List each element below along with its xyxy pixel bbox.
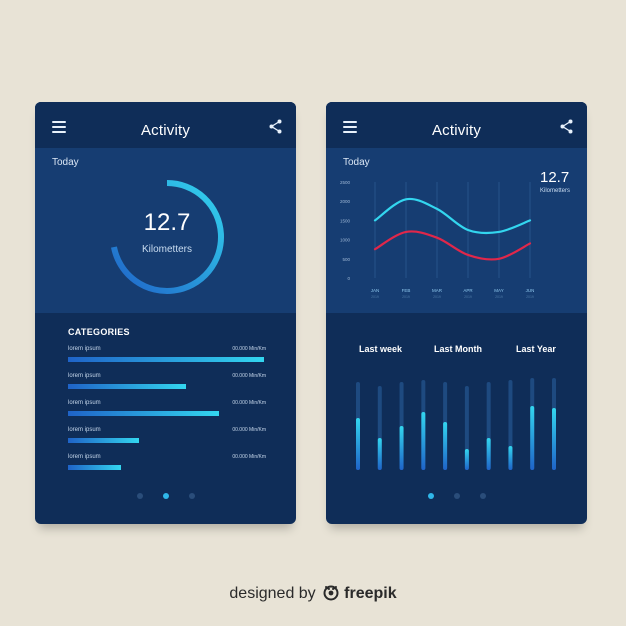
tab-last-month[interactable]: Last Month bbox=[434, 344, 482, 354]
page-dot[interactable] bbox=[136, 493, 143, 499]
activity-bar-chart bbox=[356, 378, 556, 470]
bar-fill bbox=[356, 418, 360, 470]
distance-value: 12.7 bbox=[143, 209, 191, 236]
distance-line-chart: 2500 2000 1500 1000 500 0 JAN 2019 FEB 2019 MAR 201… bbox=[340, 180, 535, 299]
tab-last-week[interactable]: Last week bbox=[359, 344, 403, 354]
category-track bbox=[68, 357, 264, 362]
y-tick-label: 1000 bbox=[340, 238, 350, 243]
bar-fill bbox=[508, 446, 513, 470]
distance-value: 12.7 bbox=[540, 169, 570, 186]
category-row[interactable]: lorem ipsum 00.000 Min/Km bbox=[68, 454, 266, 478]
y-tick-label: 500 bbox=[342, 257, 350, 262]
distance-progress-ring bbox=[111, 180, 224, 294]
category-track bbox=[68, 384, 264, 389]
page-dot[interactable] bbox=[188, 493, 195, 499]
x-tick-label: FEB bbox=[402, 288, 411, 293]
category-value: 00.000 Min/Km bbox=[232, 427, 266, 433]
page-dot[interactable] bbox=[479, 493, 486, 499]
category-value: 00.000 Min/Km bbox=[232, 454, 266, 460]
x-tick-sublabel: 2019 bbox=[495, 295, 503, 299]
page-title: Activity bbox=[431, 122, 482, 139]
x-tick-label: JUN bbox=[526, 288, 535, 293]
bar-fill bbox=[421, 412, 426, 470]
category-bar bbox=[68, 465, 121, 470]
series-line-blue bbox=[373, 197, 532, 235]
page-dot[interactable] bbox=[453, 493, 460, 499]
bar-fill bbox=[443, 422, 448, 470]
category-label: lorem ipsum bbox=[68, 373, 101, 379]
bar-fill bbox=[486, 438, 491, 470]
x-tick-label: APR bbox=[463, 288, 473, 293]
page-indicator bbox=[35, 493, 296, 501]
bar-fill bbox=[530, 406, 535, 470]
page-dot-active[interactable] bbox=[427, 493, 434, 499]
y-tick-label: 2000 bbox=[340, 199, 350, 204]
share-icon[interactable] bbox=[560, 119, 573, 134]
app-header: Activity bbox=[326, 102, 587, 148]
x-tick-sublabel: 2019 bbox=[464, 295, 472, 299]
category-track bbox=[68, 438, 264, 443]
share-icon[interactable] bbox=[269, 119, 282, 134]
app-header: Activity bbox=[35, 102, 296, 148]
distance-unit: Kilometters bbox=[540, 188, 571, 194]
x-tick-label: MAY bbox=[494, 288, 503, 293]
category-label: lorem ipsum bbox=[68, 454, 101, 460]
category-row[interactable]: lorem ipsum 00.000 Min/Km bbox=[68, 427, 266, 451]
bar-fill bbox=[464, 449, 469, 470]
bar-fill bbox=[377, 438, 382, 470]
summary-panel: Activity Today 12.7 Kilometters bbox=[35, 102, 296, 313]
category-label: lorem ipsum bbox=[68, 427, 101, 433]
today-label: Today bbox=[343, 157, 370, 168]
freepik-logo-icon bbox=[323, 585, 339, 601]
credit-prefix: designed by bbox=[229, 585, 316, 602]
category-bar bbox=[68, 357, 264, 362]
category-track bbox=[68, 411, 264, 416]
hamburger-menu-icon[interactable] bbox=[52, 121, 66, 133]
ring-arc bbox=[111, 180, 224, 294]
x-tick-sublabel: 2019 bbox=[402, 295, 410, 299]
today-label: Today bbox=[52, 157, 79, 168]
x-tick-label: JAN bbox=[371, 288, 380, 293]
category-bar bbox=[68, 411, 219, 416]
page-indicator bbox=[326, 493, 587, 501]
x-tick-sublabel: 2019 bbox=[526, 295, 534, 299]
y-tick-label: 0 bbox=[347, 276, 350, 281]
category-label: lorem ipsum bbox=[68, 346, 101, 352]
bar-fill bbox=[399, 426, 404, 470]
category-bar bbox=[68, 384, 186, 389]
x-tick-label: MAR bbox=[432, 288, 443, 293]
footer-credit: designed by freepik bbox=[0, 583, 626, 603]
x-tick-sublabel: 2019 bbox=[433, 295, 441, 299]
y-tick-label: 1500 bbox=[340, 218, 350, 223]
activity-screen-left: Activity Today 12.7 Kilometters CATEGORI… bbox=[35, 102, 296, 524]
credit-brand: freepik bbox=[344, 585, 397, 602]
hamburger-menu-icon[interactable] bbox=[343, 121, 357, 133]
page-dot-active[interactable] bbox=[162, 493, 169, 499]
page-title: Activity bbox=[140, 122, 191, 139]
category-value: 00.000 Min/Km bbox=[232, 346, 266, 352]
category-value: 00.000 Min/Km bbox=[232, 373, 266, 379]
activity-screen-right: Activity Today 2500 2000 1500 1000 500 0 JAN 20… bbox=[326, 102, 587, 524]
category-label: lorem ipsum bbox=[68, 400, 101, 406]
x-tick-sublabel: 2019 bbox=[371, 295, 379, 299]
category-row[interactable]: lorem ipsum 00.000 Min/Km bbox=[68, 373, 266, 397]
y-tick-label: 2500 bbox=[340, 180, 350, 185]
category-value: 00.000 Min/Km bbox=[232, 400, 266, 406]
category-row[interactable]: lorem ipsum 00.000 Min/Km bbox=[68, 400, 266, 424]
categories-heading: CATEGORIES bbox=[68, 327, 130, 337]
chart-panel: Activity Today 2500 2000 1500 1000 500 0 JAN 20… bbox=[326, 102, 587, 313]
category-track bbox=[68, 465, 264, 470]
category-bar bbox=[68, 438, 139, 443]
series-line-red bbox=[373, 230, 532, 261]
category-row[interactable]: lorem ipsum 00.000 Min/Km bbox=[68, 346, 266, 370]
tab-last-year[interactable]: Last Year bbox=[516, 344, 556, 354]
distance-unit: Kilometters bbox=[141, 244, 192, 255]
bar-track bbox=[464, 386, 469, 470]
bar-fill bbox=[552, 408, 556, 470]
